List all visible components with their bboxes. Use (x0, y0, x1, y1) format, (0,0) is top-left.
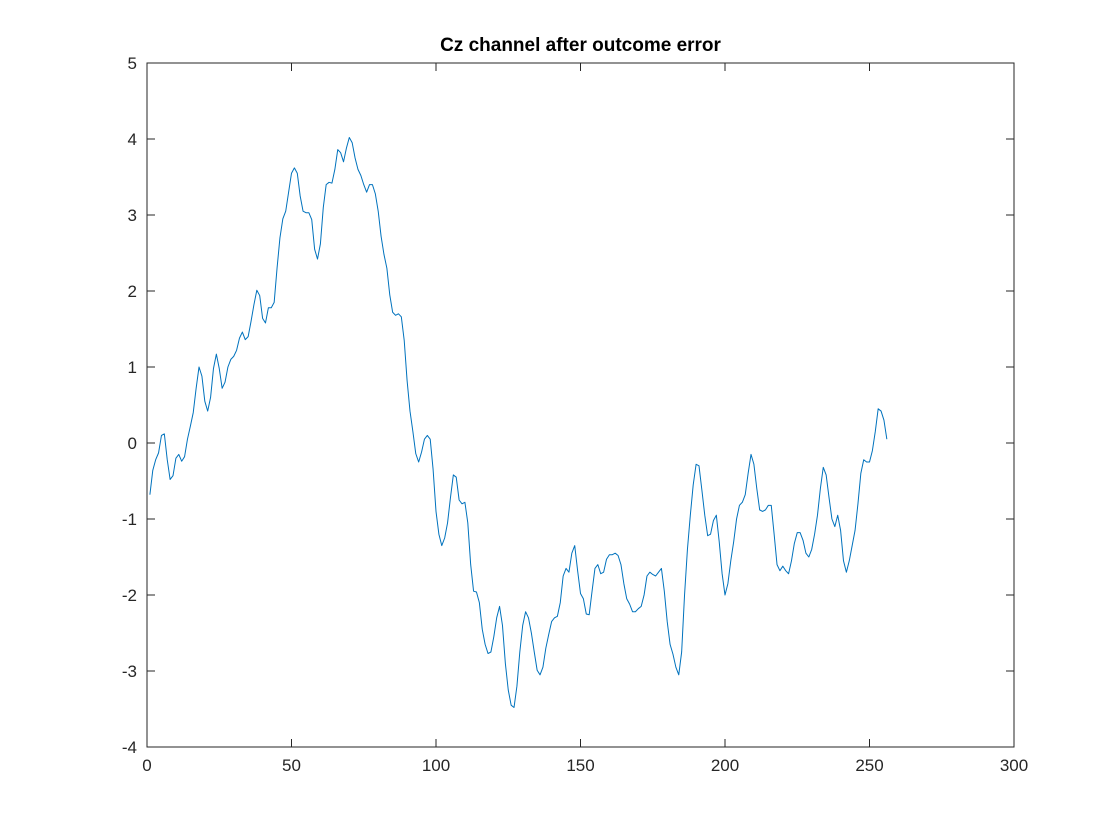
x-tick-label: 0 (142, 756, 151, 775)
x-tick-label: 300 (1000, 756, 1028, 775)
series-line-0 (149, 136, 888, 708)
plot-area-box (146, 62, 1015, 748)
x-tick-label: 200 (711, 756, 739, 775)
y-tick-label: -4 (122, 738, 137, 757)
y-tick-label: 3 (128, 206, 137, 225)
axes: 0 50 100 150 200 250 300 -4 -3 -2 -1 0 1 2 3 4 5 (122, 54, 1028, 775)
y-tick-label: -1 (122, 510, 137, 529)
chart-title: Cz channel after outcome error (440, 35, 721, 56)
y-tick-label: 5 (128, 54, 137, 73)
y-tick-label: -2 (122, 586, 137, 605)
y-tick-label: -3 (122, 662, 137, 681)
y-tick-label: 0 (128, 434, 137, 453)
x-tick-label: 100 (422, 756, 450, 775)
x-tick-label: 250 (855, 756, 883, 775)
y-tick-label: 2 (128, 282, 137, 301)
plot-series (149, 136, 888, 708)
y-tick-label: 1 (128, 358, 137, 377)
x-tick-label: 150 (566, 756, 594, 775)
y-tick-label: 4 (128, 130, 137, 149)
x-tick-label: 50 (282, 756, 301, 775)
